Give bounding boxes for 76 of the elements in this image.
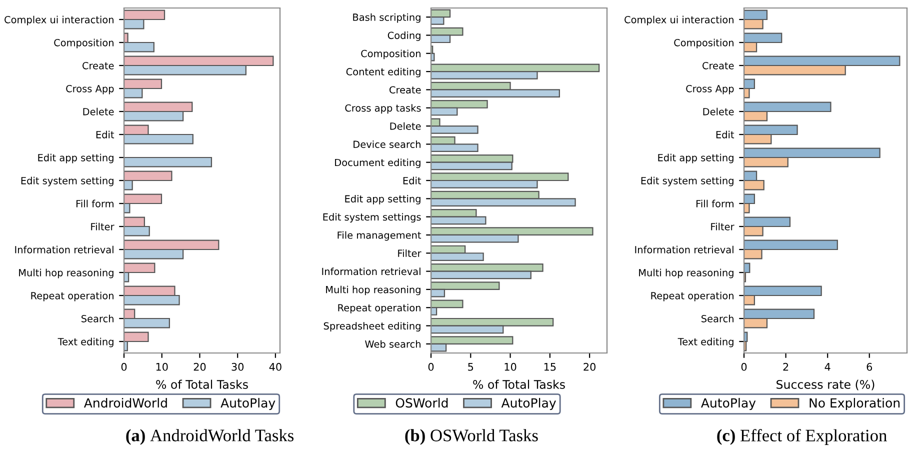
y-tick-label: Cross App bbox=[66, 84, 114, 94]
y-tick-label: Edit app setting bbox=[658, 154, 734, 164]
y-tick-label: Fill form bbox=[696, 200, 734, 208]
x-tick-label: 0 bbox=[428, 362, 434, 371]
y-tick-label: Search bbox=[82, 314, 114, 322]
y-tick-label: Repeat operation bbox=[31, 292, 114, 302]
bar bbox=[124, 156, 212, 168]
text: (c) Effect of Exploration bbox=[717, 429, 887, 445]
x-tick-label: 6 bbox=[866, 362, 872, 371]
y-tick-label: Composition bbox=[54, 38, 114, 48]
y-tick-label: Create bbox=[390, 86, 421, 94]
y-tick-label: Complex ui interaction bbox=[624, 16, 734, 26]
y-tick-label: Edit app setting bbox=[38, 154, 114, 164]
x-tick-label: 5 bbox=[468, 363, 474, 371]
y-tick-label: Device search bbox=[354, 140, 420, 148]
x-tick-label: 4 bbox=[824, 363, 830, 371]
y-tick-label: Filter bbox=[711, 222, 734, 230]
y-tick-label: Delete bbox=[390, 122, 421, 130]
y-tick-label: Text editing bbox=[678, 338, 734, 348]
y-tick-label: File management bbox=[338, 231, 422, 241]
legend-label: AutoPlay bbox=[701, 398, 756, 410]
legend-label: OSWorld bbox=[396, 398, 448, 408]
y-tick-label: Edit system setting bbox=[21, 176, 114, 186]
y-tick-label: Multi hop reasoning bbox=[326, 286, 420, 296]
legend-label: AutoPlay bbox=[501, 398, 556, 410]
x-tick-label: 15 bbox=[544, 363, 556, 371]
y-tick-label: Document editing bbox=[335, 158, 420, 168]
x-axis-title: Success rate (%) bbox=[776, 380, 874, 390]
y-tick-label: Filter bbox=[91, 222, 114, 230]
y-tick-label: Edit system settings bbox=[323, 213, 421, 223]
legend-label: No Exploration bbox=[810, 398, 900, 410]
x-tick-label: 10 bbox=[156, 362, 168, 371]
y-tick-label: Delete bbox=[83, 108, 114, 116]
legend-label: AutoPlay bbox=[220, 398, 276, 410]
y-tick-label: Delete bbox=[703, 108, 734, 116]
y-tick-label: Information retrieval bbox=[635, 246, 734, 254]
y-tick-label: Cross app tasks bbox=[345, 104, 421, 114]
x-tick-label: 30 bbox=[232, 362, 244, 371]
y-tick-label: Composition bbox=[674, 38, 734, 48]
y-tick-label: Content editing bbox=[346, 68, 420, 78]
x-tick-label: 2 bbox=[783, 362, 788, 371]
y-tick-label: Bash scripting bbox=[353, 13, 420, 23]
y-tick-label: Complex ui interaction bbox=[4, 16, 114, 26]
y-tick-label: Fill form bbox=[76, 200, 114, 208]
y-tick-label: Edit bbox=[716, 130, 734, 138]
x-axis-title: % of Total Tasks bbox=[156, 380, 248, 389]
y-tick-label: Edit bbox=[96, 130, 114, 138]
x-tick-label: 0 bbox=[741, 362, 747, 371]
y-tick-label: Coding bbox=[388, 32, 420, 41]
text: (a) AndroidWorld Tasks bbox=[126, 429, 294, 445]
y-tick-label: Edit app setting bbox=[345, 194, 420, 204]
y-tick-label: Edit system setting bbox=[641, 176, 734, 186]
y-tick-label: Edit bbox=[403, 176, 422, 184]
x-tick-label: 0 bbox=[121, 362, 127, 371]
y-tick-label: Information retrieval bbox=[15, 246, 114, 254]
legend-label: AndroidWorld bbox=[84, 398, 167, 408]
x-axis-title: % of Total Tasks bbox=[473, 380, 565, 389]
y-tick-label: Filter bbox=[398, 249, 422, 257]
text: (b) OSWorld Tasks bbox=[405, 429, 538, 445]
y-tick-label: Repeat operation bbox=[651, 292, 734, 302]
x-tick-label: 10 bbox=[504, 362, 516, 371]
y-tick-label: Search bbox=[702, 314, 734, 322]
x-tick-label: 20 bbox=[584, 362, 596, 371]
y-tick-label: Create bbox=[82, 62, 114, 70]
y-tick-label: Repeat operation bbox=[338, 304, 420, 314]
y-tick-label: Cross App bbox=[686, 84, 734, 94]
y-tick-label: Create bbox=[702, 62, 734, 70]
y-tick-label: Spreadsheet editing bbox=[324, 322, 420, 332]
y-tick-label: Text editing bbox=[58, 338, 114, 348]
y-tick-label: Multi hop reasoning bbox=[19, 268, 114, 278]
x-tick-label: 20 bbox=[194, 362, 206, 371]
y-tick-label: Multi hop reasoning bbox=[639, 268, 734, 278]
y-tick-label: Composition bbox=[361, 50, 420, 60]
x-tick-label: 40 bbox=[269, 362, 282, 371]
y-tick-label: Information retrieval bbox=[322, 268, 420, 276]
y-tick-label: Web search bbox=[365, 340, 420, 348]
